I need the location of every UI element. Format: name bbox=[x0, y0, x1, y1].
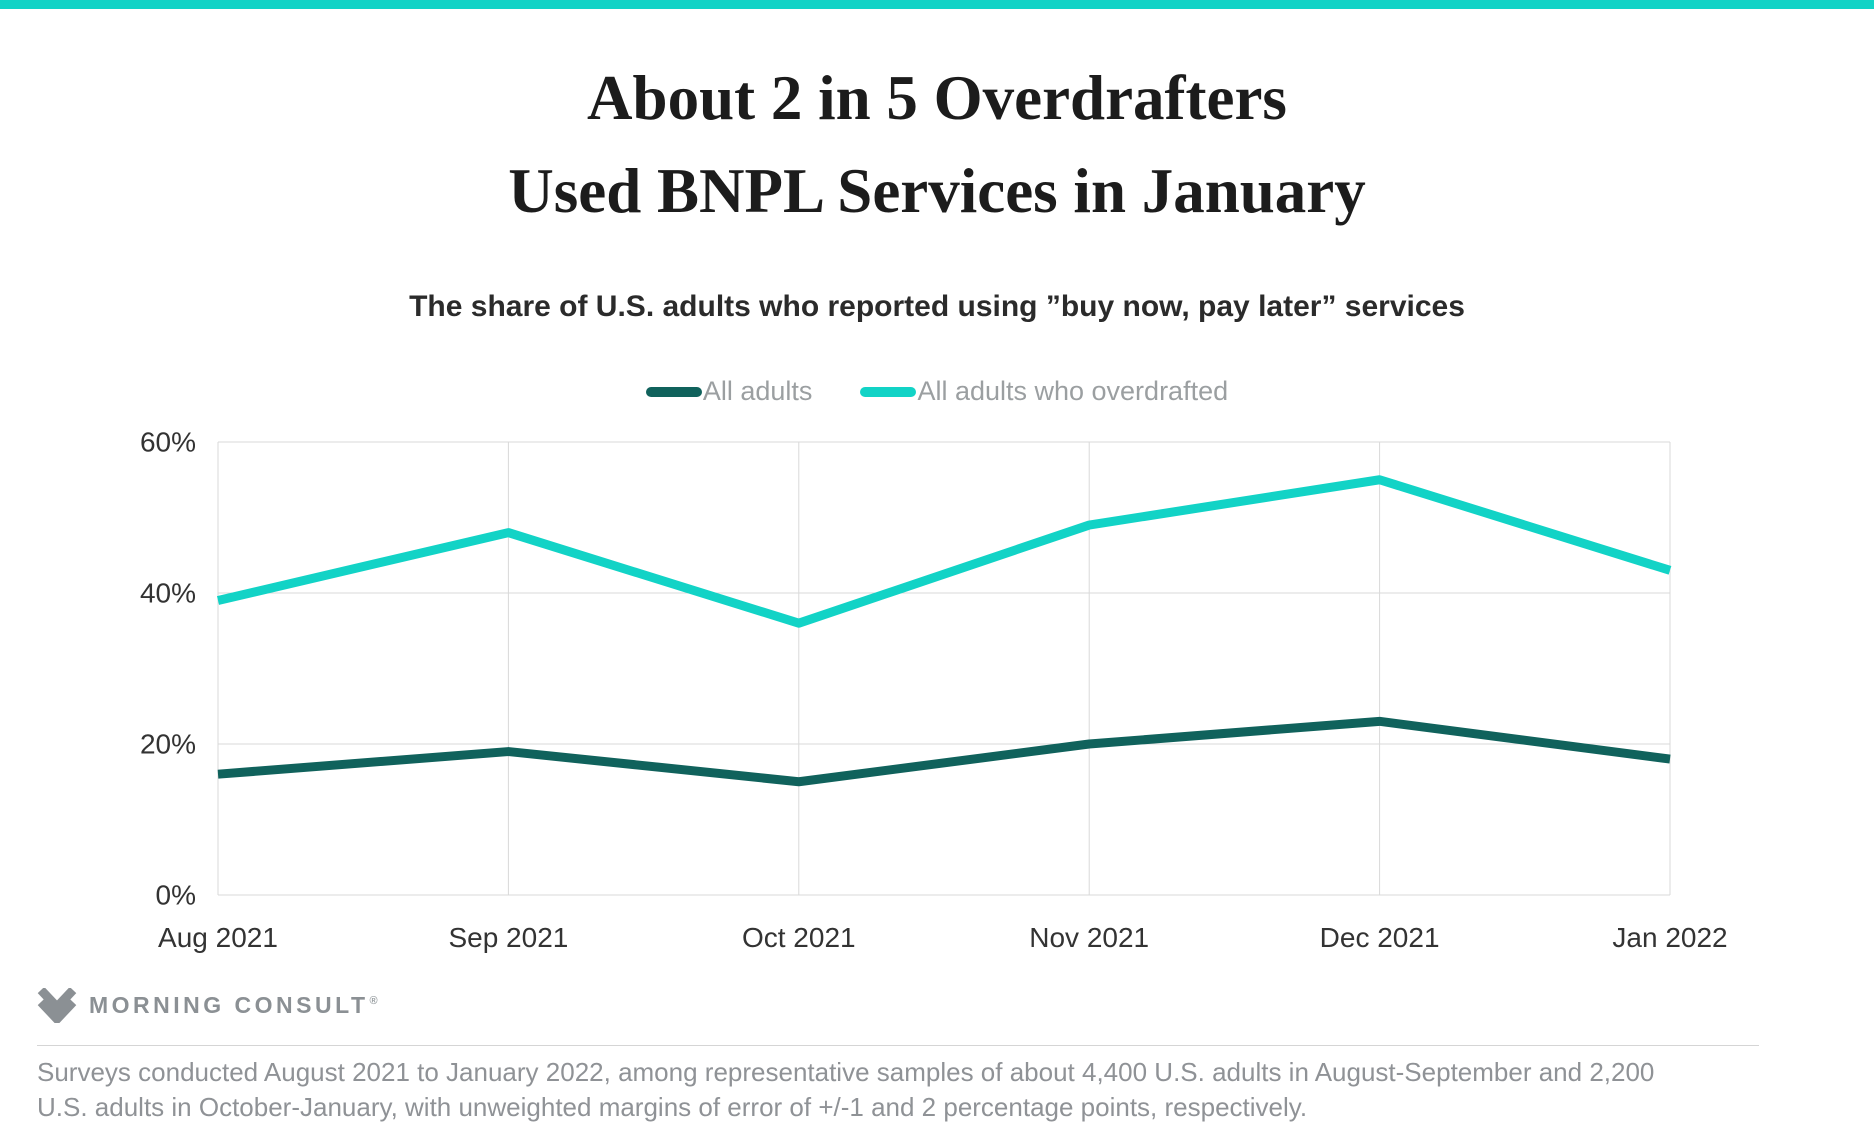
x-axis-tick-label: Oct 2021 bbox=[742, 922, 856, 953]
legend-swatch-all-adults bbox=[645, 386, 702, 397]
morning-consult-logo-icon bbox=[37, 988, 77, 1023]
legend-swatch-overdrafters bbox=[860, 386, 917, 397]
y-axis-tick-label: 20% bbox=[140, 729, 196, 760]
y-axis-tick-label: 60% bbox=[140, 427, 196, 458]
series-line-overdrafters bbox=[216, 475, 1672, 628]
chart-title-line2: Used BNPL Services in January bbox=[508, 156, 1366, 226]
chart-title-line1: About 2 in 5 Overdrafters bbox=[587, 63, 1287, 133]
legend-item-overdrafters: All adults who overdrafted bbox=[860, 376, 1228, 407]
registered-trademark-symbol: ® bbox=[369, 995, 382, 1008]
logo: MORNING CONSULT® bbox=[37, 988, 381, 1023]
line-chart: 0% 20% 40% 60% Aug 2021 Sep 2021 Oct 2021 Nov 2… bbox=[140, 427, 1728, 954]
chart-title: About 2 in 5 Overdrafters Used BNPL Serv… bbox=[0, 52, 1874, 238]
x-axis-tick-label: Jan 2022 bbox=[1612, 922, 1727, 953]
x-axis-tick-label: Nov 2021 bbox=[1029, 922, 1149, 953]
series-line-all-adults bbox=[217, 716, 1671, 787]
accent-bar bbox=[0, 0, 1874, 9]
legend: All adults All adults who overdrafted bbox=[0, 376, 1874, 407]
x-axis-tick-label: Dec 2021 bbox=[1320, 922, 1440, 953]
x-axis-tick-label: Sep 2021 bbox=[448, 922, 568, 953]
logo-wordmark: MORNING CONSULT® bbox=[89, 992, 382, 1018]
legend-item-all-adults: All adults bbox=[645, 376, 813, 407]
source-note: Surveys conducted August 2021 to January… bbox=[37, 1057, 1655, 1122]
chart-subtitle: The share of U.S. adults who reported us… bbox=[409, 290, 1465, 323]
footer-divider bbox=[37, 1045, 1759, 1046]
x-axis-tick-label: Aug 2021 bbox=[158, 922, 278, 953]
y-axis-tick-label: 0% bbox=[156, 880, 196, 911]
legend-label-all-adults: All adults bbox=[702, 376, 813, 406]
y-axis-tick-label: 40% bbox=[140, 578, 196, 609]
legend-label-overdrafters: All adults who overdrafted bbox=[917, 376, 1229, 406]
